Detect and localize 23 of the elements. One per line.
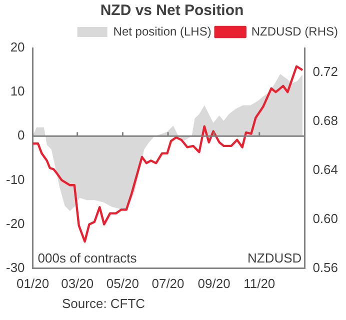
y-tick-label: 20 <box>10 40 25 55</box>
x-tick-label: 03/20 <box>61 276 94 291</box>
annotation: 000s of contracts <box>38 250 138 266</box>
y-tick-label: -30 <box>6 260 25 275</box>
y-tick-label: 0 <box>18 128 25 143</box>
y2-tick-label: 0.64 <box>312 162 338 178</box>
x-tick-label: 09/20 <box>198 276 230 291</box>
y2-tick-label: 0.60 <box>312 211 338 226</box>
y-tick-label: -20 <box>6 216 25 231</box>
x-tick-label: 07/20 <box>152 276 184 291</box>
y-tick-label: 10 <box>10 84 25 99</box>
source-note: Source: CFTC <box>62 296 146 311</box>
legend-label: Net position (LHS) <box>113 24 212 38</box>
x-tick-label: 01/20 <box>16 276 50 291</box>
legend-label: NZDUSD (RHS) <box>251 24 338 38</box>
y2-tick-label: 0.56 <box>312 260 338 275</box>
y2-tick-label: 0.68 <box>312 113 338 128</box>
annotation: NZDUSD <box>248 250 302 266</box>
y-tick-label: -10 <box>6 172 25 187</box>
x-tick-label: 05/20 <box>106 276 139 291</box>
x-tick-label: 11/20 <box>244 276 276 291</box>
y2-tick-label: 0.72 <box>312 64 338 80</box>
chart-title: NZD vs Net Position <box>100 2 244 20</box>
